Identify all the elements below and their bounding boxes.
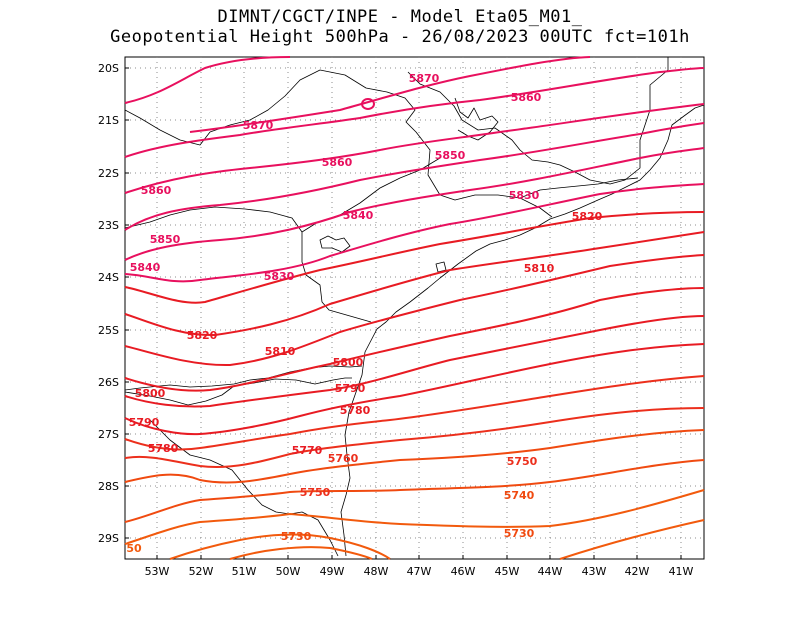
lat-label: 26S <box>98 376 119 389</box>
contour-label: 5830 <box>264 270 295 283</box>
coast-islands <box>454 97 499 141</box>
contour-label: 5820 <box>572 210 603 223</box>
contour-5780 <box>124 315 705 408</box>
contour-label: 5870 <box>409 72 440 85</box>
lat-label: 29S <box>98 532 119 545</box>
lat-label: 27S <box>98 428 119 441</box>
lon-label: 47W <box>407 565 432 578</box>
contour-5790 <box>124 287 705 392</box>
lon-label: 46W <box>451 565 476 578</box>
rs-inland-border <box>149 419 339 557</box>
contour-5820 <box>124 211 705 304</box>
lat-label: 28S <box>98 480 119 493</box>
contour-label: 5830 <box>509 189 540 202</box>
contour-5770 <box>124 343 705 436</box>
contour-5760 <box>124 375 705 451</box>
lon-label: 50W <box>276 565 301 578</box>
contour-label: 5790 <box>335 382 366 395</box>
contour-5860-a <box>124 67 705 158</box>
lake-outline <box>319 235 351 253</box>
lon-label: 51W <box>232 565 257 578</box>
contour-label: 5730 <box>281 530 312 543</box>
contour-5830 <box>124 183 705 283</box>
contour-label: 5810 <box>524 262 555 275</box>
lon-label: 52W <box>189 565 214 578</box>
lat-label: 24S <box>98 271 119 284</box>
contour-label: 50 <box>126 542 142 555</box>
ms-border <box>124 109 211 146</box>
contour-label: 5850 <box>435 149 466 162</box>
contour-label: 5730 <box>504 527 535 540</box>
contour-labels: 5870 5870 5860 5860 5860 5850 5850 5840 … <box>126 72 602 555</box>
contour-label: 5840 <box>130 261 161 274</box>
lat-label: 25S <box>98 324 119 337</box>
contour-label: 5870 <box>243 119 274 132</box>
contour-closed-low <box>361 98 375 110</box>
tick-marks <box>125 67 682 559</box>
atlantic-coastline <box>340 104 705 557</box>
contour-5720 <box>124 489 705 545</box>
lon-label: 49W <box>320 565 345 578</box>
contour-label: 5820 <box>187 329 218 342</box>
contour-label: 5780 <box>340 404 371 417</box>
lon-label: 43W <box>582 565 607 578</box>
contour-label: 5770 <box>292 444 323 457</box>
contour-label: 5800 <box>333 356 364 369</box>
contour-5860-b <box>124 103 705 194</box>
contour-label: 5860 <box>511 91 542 104</box>
contour-label: 5800 <box>135 387 166 400</box>
contour-5870-a <box>124 56 291 104</box>
map-title-line-1: DIMNT/CGCT/INPE - Model Eta05_M01_ <box>217 7 583 27</box>
contour-5800 <box>124 254 705 367</box>
contour-label: 5750 <box>507 455 538 468</box>
lon-label: 42W <box>625 565 650 578</box>
contour-label: 5780 <box>148 442 179 455</box>
map-frame <box>124 56 705 560</box>
contour-5810 <box>124 231 705 337</box>
contour-5710-b <box>559 519 705 560</box>
contour-label: 5740 <box>504 489 535 502</box>
contour-label: 5810 <box>265 345 296 358</box>
mg-es-border <box>407 57 669 185</box>
lon-label: 48W <box>364 565 389 578</box>
contour-5740 <box>124 429 705 484</box>
contour-label: 5860 <box>141 184 172 197</box>
contour-label: 5850 <box>150 233 181 246</box>
lon-label: 53W <box>145 565 170 578</box>
contour-5730 <box>124 459 705 523</box>
pr-sp-border <box>124 206 372 323</box>
longitude-labels: 53W 52W 51W 50W 49W 48W 47W 46W 45W 44W … <box>145 565 694 578</box>
contour-label: 5840 <box>343 209 374 222</box>
lat-label: 21S <box>98 114 119 127</box>
lat-label: 22S <box>98 167 119 180</box>
pr-sc-border <box>124 365 363 391</box>
contour-label: 5760 <box>328 452 359 465</box>
contour-5840 <box>124 147 705 261</box>
lat-label: 20S <box>98 62 119 75</box>
lat-label: 23S <box>98 219 119 232</box>
latitude-labels: 20S 21S 22S 23S 24S 25S 26S 27S 28S 29S <box>98 62 119 545</box>
sp-mg-border <box>209 69 553 218</box>
lon-label: 44W <box>538 565 563 578</box>
contour-label: 5790 <box>129 416 160 429</box>
contour-5750 <box>124 407 705 469</box>
height-contours <box>124 56 705 560</box>
contour-label: 5750 <box>300 486 331 499</box>
contour-5850 <box>124 122 705 231</box>
contour-label: 5860 <box>322 156 353 169</box>
grid <box>125 57 704 559</box>
rj-mg-border <box>519 177 639 199</box>
contour-5710 <box>169 533 391 560</box>
lon-label: 45W <box>495 565 520 578</box>
contour-5700 <box>229 546 373 560</box>
map-title-line-2: Geopotential Height 500hPa - 26/08/2023 … <box>110 27 690 47</box>
contour-5870-b <box>189 56 591 133</box>
lon-label: 41W <box>669 565 694 578</box>
